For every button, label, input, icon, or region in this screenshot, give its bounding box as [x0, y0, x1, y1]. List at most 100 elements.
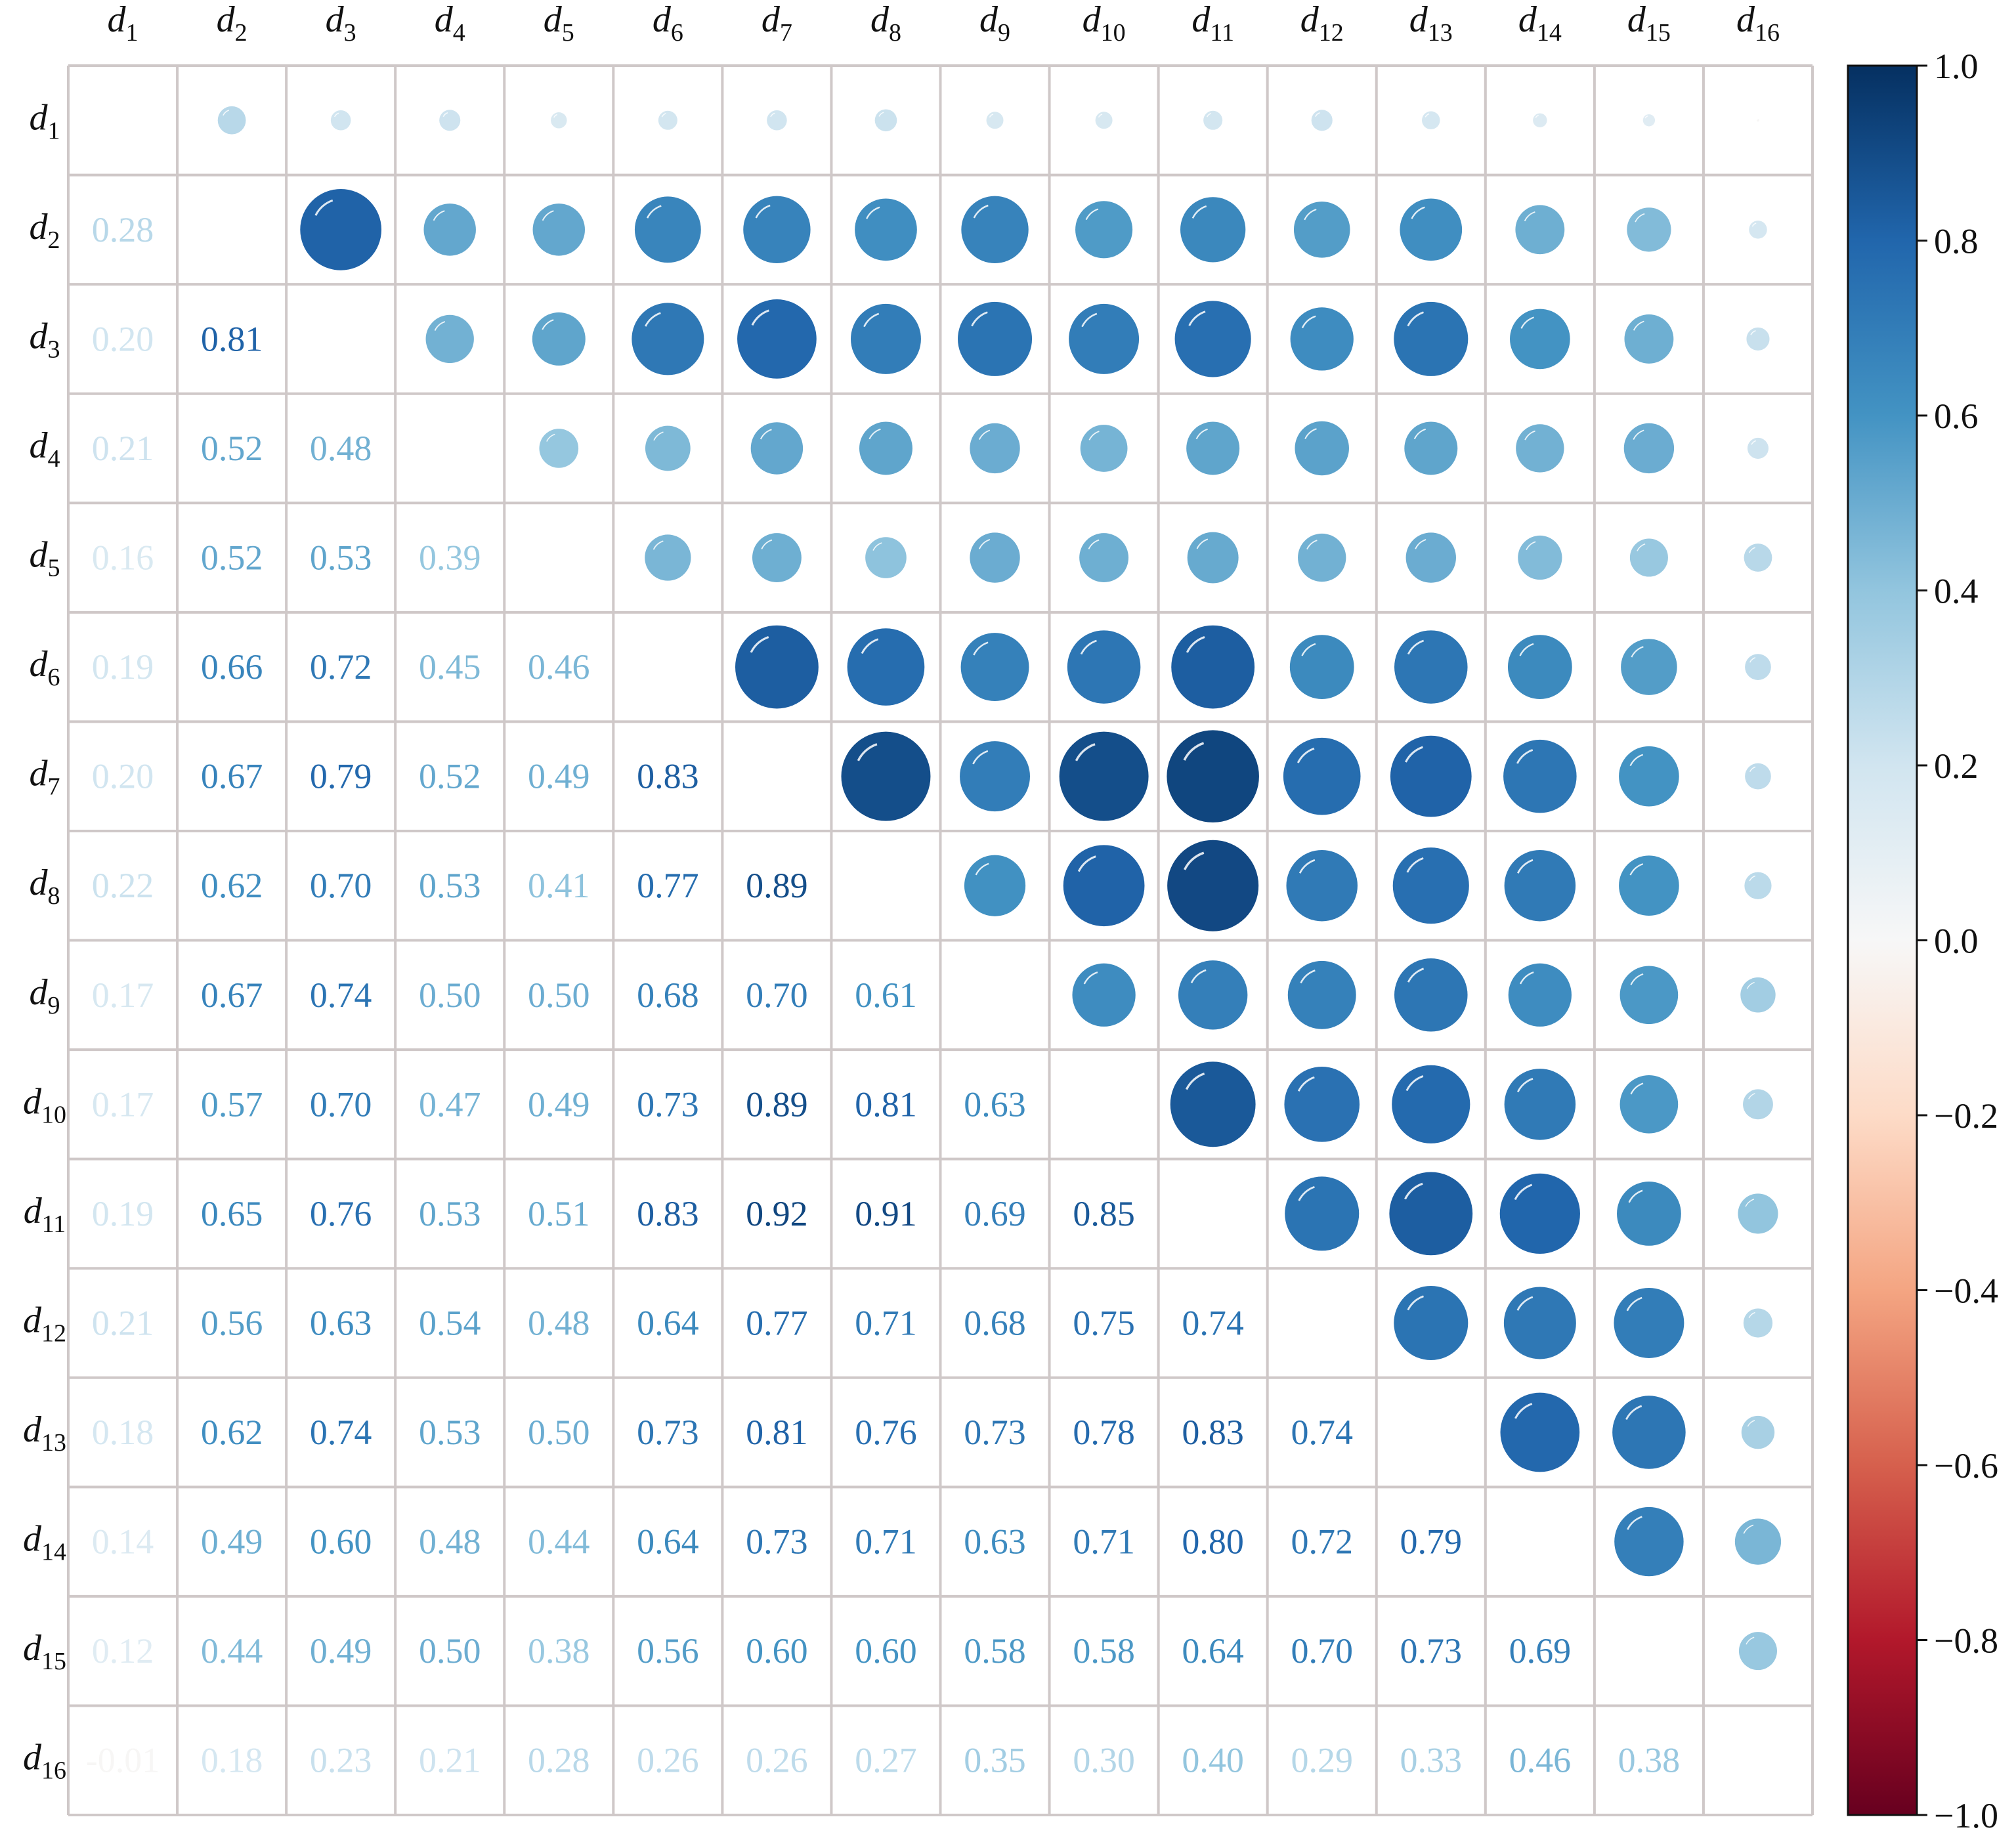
corr-circle-d3-d12 — [1290, 307, 1354, 371]
row-label-d2: d2 — [30, 207, 60, 254]
corr-value-d13-d7: 0.81 — [746, 1413, 808, 1452]
column-label-d15: d15 — [1627, 0, 1671, 47]
corr-value-d13-d3: 0.74 — [310, 1413, 372, 1452]
corr-value-d16-d3: 0.23 — [310, 1741, 372, 1780]
corr-value-d10-d6: 0.73 — [637, 1084, 699, 1124]
column-label-d10: d10 — [1083, 0, 1126, 47]
corr-circle-highlight — [863, 312, 880, 328]
corr-value-d14-d5: 0.44 — [528, 1522, 590, 1562]
corr-value-d4-d2: 0.52 — [201, 429, 263, 468]
corr-value-d14-d13: 0.79 — [1400, 1522, 1463, 1562]
corr-circle-d5-d6 — [645, 534, 691, 581]
corr-circle-d9-d11 — [1178, 960, 1248, 1030]
corr-circle-d3-d15 — [1624, 314, 1674, 364]
corr-circle-highlight — [872, 542, 882, 551]
corr-circle-highlight — [1304, 428, 1317, 440]
corr-value-d9-d3: 0.74 — [310, 975, 372, 1015]
corr-circle-highlight — [434, 321, 446, 331]
corr-circle-d5-d12 — [1298, 533, 1346, 582]
column-label-d11: d11 — [1191, 0, 1234, 47]
corr-circle-d2-d7 — [743, 196, 811, 264]
corr-circle-highlight — [1195, 428, 1208, 440]
corr-value-d5-d3: 0.53 — [310, 538, 372, 578]
corr-value-d8-d4: 0.53 — [419, 866, 481, 905]
corr-circle-d7-d10 — [1059, 731, 1149, 821]
corr-circle-d4-d8 — [859, 421, 912, 475]
corr-circle-d8-d12 — [1286, 849, 1358, 922]
corr-value-d10-d8: 0.81 — [855, 1084, 917, 1124]
colorbar-tick-label: −0.2 — [1934, 1096, 1998, 1136]
corr-value-d15-d3: 0.49 — [310, 1631, 372, 1671]
column-label-d1: d1 — [108, 0, 139, 47]
corr-circle-highlight — [1315, 112, 1320, 117]
corr-circle-d8-d9 — [964, 855, 1026, 916]
corr-circle-highlight — [553, 114, 558, 118]
colorbar-tick-label: 0.8 — [1934, 222, 1979, 261]
corr-value-d16-d14: 0.46 — [1509, 1741, 1572, 1780]
row-label-d7: d7 — [30, 754, 60, 801]
corr-circle-highlight — [1407, 639, 1425, 655]
corr-circle-d4-d12 — [1295, 421, 1349, 476]
row-label-d10: d10 — [23, 1081, 66, 1128]
corr-circle-highlight — [1186, 635, 1205, 653]
corr-circle-d4-d7 — [750, 422, 804, 475]
corr-circle-highlight — [1749, 766, 1756, 773]
column-label-d13: d13 — [1409, 0, 1453, 47]
corr-circle-d6-d7 — [735, 625, 819, 709]
corr-value-d14-d9: 0.63 — [964, 1522, 1026, 1562]
corr-circle-d1-d4 — [439, 110, 461, 131]
corr-circle-highlight — [1524, 430, 1535, 440]
corr-circle-highlight — [1747, 1420, 1755, 1427]
corr-circle-d6-d8 — [847, 628, 925, 706]
corr-circle-d6-d11 — [1171, 625, 1255, 709]
corr-circle-d1-d11 — [1203, 110, 1223, 130]
corr-value-d16-d7: 0.26 — [746, 1741, 808, 1780]
corr-value-d12-d11: 0.74 — [1182, 1303, 1244, 1342]
corr-value-d10-d3: 0.70 — [310, 1084, 372, 1124]
corr-circle-highlight — [1637, 543, 1646, 551]
corr-circle-d8-d10 — [1063, 845, 1145, 927]
column-label-d14: d14 — [1518, 0, 1562, 47]
corr-circle-d1-d8 — [874, 109, 897, 132]
corr-value-d16-d4: 0.21 — [419, 1741, 481, 1780]
corr-value-d15-d6: 0.56 — [637, 1631, 699, 1671]
corr-value-d16-d15: 0.38 — [1618, 1741, 1681, 1780]
corr-circle-highlight — [972, 750, 989, 765]
row-label-d6: d6 — [30, 644, 60, 691]
corr-value-d6-d3: 0.72 — [310, 647, 372, 687]
corr-circle-highlight — [1644, 115, 1648, 119]
corr-circle-highlight — [1301, 643, 1316, 656]
column-label-d5: d5 — [544, 0, 574, 47]
corr-value-d9-d4: 0.50 — [419, 975, 481, 1015]
corr-circle-highlight — [1081, 312, 1098, 328]
corr-value-d15-d2: 0.44 — [201, 1631, 263, 1671]
corr-circle-d5-d9 — [970, 532, 1020, 583]
corr-value-d10-d7: 0.89 — [746, 1084, 808, 1124]
corr-circle-highlight — [1520, 316, 1535, 329]
colorbar-tick-label: −0.6 — [1934, 1446, 1998, 1485]
corr-value-d15-d1: 0.12 — [92, 1631, 154, 1671]
corr-circle-highlight — [975, 863, 989, 876]
colorbar: 1.0 0.8 0.6 0.4 0.2 0.0 −0.2 −0.4 −0.6 −0.8 −1.0 — [1847, 47, 1998, 1835]
corr-value-d11-d10: 0.85 — [1073, 1194, 1135, 1233]
corr-circle-d7-d9 — [960, 741, 1031, 812]
column-label-d16: d16 — [1736, 0, 1780, 47]
corr-circle-highlight — [989, 114, 994, 118]
corr-circle-highlight — [1526, 541, 1536, 551]
corr-value-d8-d5: 0.41 — [528, 866, 590, 905]
corr-circle-highlight — [1748, 1093, 1755, 1099]
corr-circle-highlight — [755, 204, 771, 219]
corr-circle-d3-d11 — [1174, 301, 1251, 377]
corr-circle-d4-d15 — [1623, 423, 1675, 474]
corr-circle-highlight — [1746, 1636, 1755, 1645]
row-label-d8: d8 — [30, 863, 60, 910]
corr-circle-highlight — [1406, 857, 1424, 873]
corr-circle-d4-d5 — [539, 429, 579, 468]
row-label-d13: d13 — [23, 1409, 66, 1457]
corr-value-d12-d7: 0.77 — [746, 1303, 808, 1342]
corr-circle-d2-d4 — [423, 203, 476, 256]
corr-circle-d2-d5 — [532, 203, 586, 256]
colorbar-tick-label: 0.2 — [1934, 746, 1979, 786]
corr-circle-highlight — [1413, 428, 1426, 440]
corr-circle-d13-d16 — [1741, 1415, 1775, 1449]
